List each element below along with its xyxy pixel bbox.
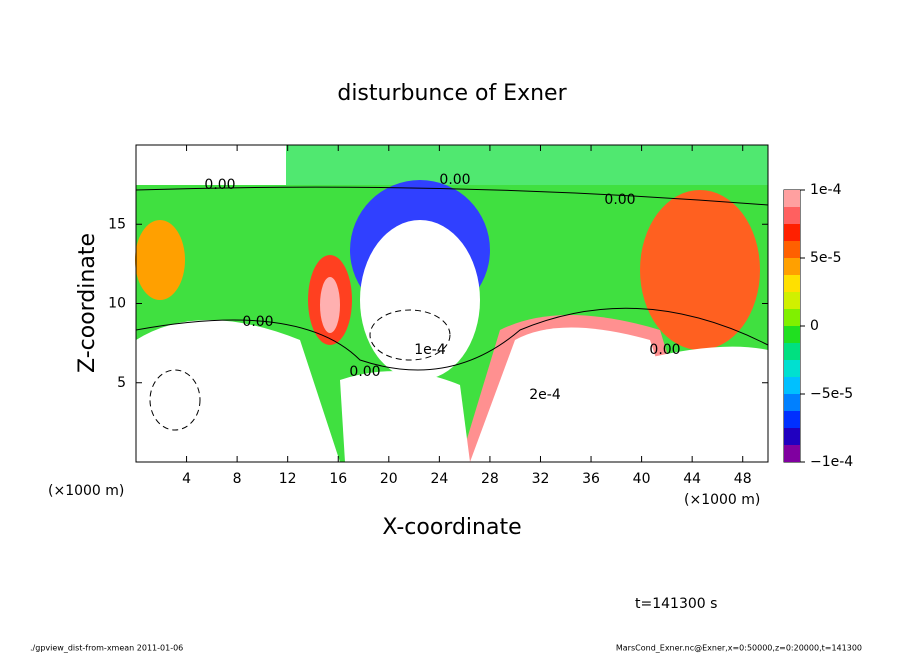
x-tick-label: 28	[481, 471, 499, 487]
contour-label: 0.00	[649, 342, 680, 358]
contour-label: 2e-4	[529, 387, 561, 403]
x-tick-label: 40	[633, 471, 651, 487]
x-tick-label: 44	[683, 471, 701, 487]
x-tick-label: 32	[532, 471, 550, 487]
time-label: t=141300 s	[635, 596, 717, 612]
x-tick-label: 48	[734, 471, 752, 487]
contour-label: 1e-4	[414, 342, 446, 358]
colorbar-segment	[784, 360, 800, 377]
colorbar-segment	[784, 309, 800, 326]
y-tick-label: 5	[117, 375, 126, 391]
x-unit-label: (×1000 m)	[684, 492, 760, 508]
y-unit-label: (×1000 m)	[48, 483, 124, 499]
colorbar-segment	[784, 445, 800, 462]
colorbar-tick-label: −1e-4	[810, 454, 853, 470]
footer-right: MarsCond_Exner.nc@Exner,x=0:50000,z=0:20…	[616, 644, 862, 653]
y-tick-label: 10	[108, 296, 126, 312]
colorbar-segment	[784, 224, 800, 241]
x-axis-label: X-coordinate	[382, 515, 521, 540]
colorbar-segment	[784, 394, 800, 411]
colorbar-tick-label: 0	[810, 318, 819, 334]
contour-label: 0.00	[439, 172, 470, 188]
colorbar-segment	[784, 275, 800, 292]
x-tick-label: 8	[233, 471, 242, 487]
y-axis-label: Z-coordinate	[75, 233, 100, 373]
x-tick-label: 20	[380, 471, 398, 487]
colorbar-segment	[784, 292, 800, 309]
colorbar-segment	[784, 241, 800, 258]
y-tick-label: 15	[108, 216, 126, 232]
contour-label: 0.00	[349, 364, 380, 380]
colorbar-segment	[784, 428, 800, 445]
contour-label: 0.00	[204, 177, 235, 193]
footer-left: ./gpview_dist-from-xmean 2011-01-06	[30, 644, 183, 653]
colorbar-segment	[784, 207, 800, 224]
colorbar-segment	[784, 190, 800, 207]
colorbar-segment	[784, 258, 800, 275]
x-tick-label: 4	[182, 471, 191, 487]
contour-field	[135, 145, 769, 462]
x-tick-label: 24	[430, 471, 448, 487]
colorbar-segment	[784, 326, 800, 343]
contour-label: 0.00	[242, 314, 273, 330]
x-tick-label: 16	[329, 471, 347, 487]
x-tick-label: 36	[582, 471, 600, 487]
colorbar-tick-label: −5e-5	[810, 386, 853, 402]
colorbar-segment	[784, 411, 800, 428]
contour-label: 0.00	[604, 192, 635, 208]
colorbar-tick-label: 5e-5	[810, 250, 841, 266]
colorbar-tick-label: 1e-4	[810, 182, 842, 198]
chart-title: disturbunce of Exner	[337, 81, 567, 106]
x-tick-label: 12	[279, 471, 297, 487]
colorbar-segment	[784, 343, 800, 360]
colorbar-segment	[784, 377, 800, 394]
